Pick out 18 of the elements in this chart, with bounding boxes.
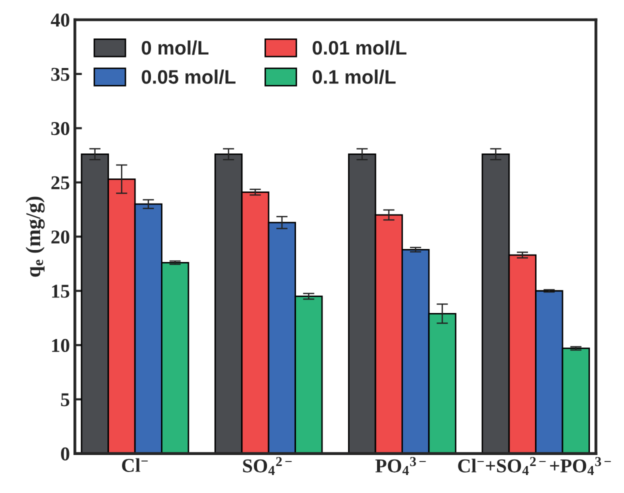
x-tick-label: Cl$^{−}$+SO$_{4}$$^{2−}$+PO$_{4}$$^{3−}$ (458, 457, 611, 475)
legend-label: 0 mol/L (142, 40, 208, 55)
y-tick-label: 5 (61, 393, 70, 406)
y-tick-label: 20 (51, 230, 70, 244)
x-tick-label: PO$_{4}$$^{3−}$ (375, 457, 426, 475)
y-tick-label: 30 (51, 122, 70, 136)
legend-label: 0.01 mol/L (312, 40, 406, 55)
y-tick-label: 15 (52, 284, 70, 298)
y-axis-title: q$_{e}$ (mg/g) (26, 196, 45, 277)
x-tick-label: SO$_{4}$$^{2−}$ (243, 457, 292, 475)
y-tick-label: 0 (61, 447, 70, 460)
x-tick-label: Cl$^{−}$ (122, 458, 148, 472)
y-tick-label: 40 (50, 14, 70, 27)
y-tick-label: 10 (52, 338, 70, 352)
y-tick-label: 35 (51, 68, 70, 81)
legend-label: 0.05 mol/L (142, 70, 236, 84)
legend-label: 0.1 mol/L (312, 70, 396, 84)
y-tick-label: 25 (51, 176, 70, 190)
